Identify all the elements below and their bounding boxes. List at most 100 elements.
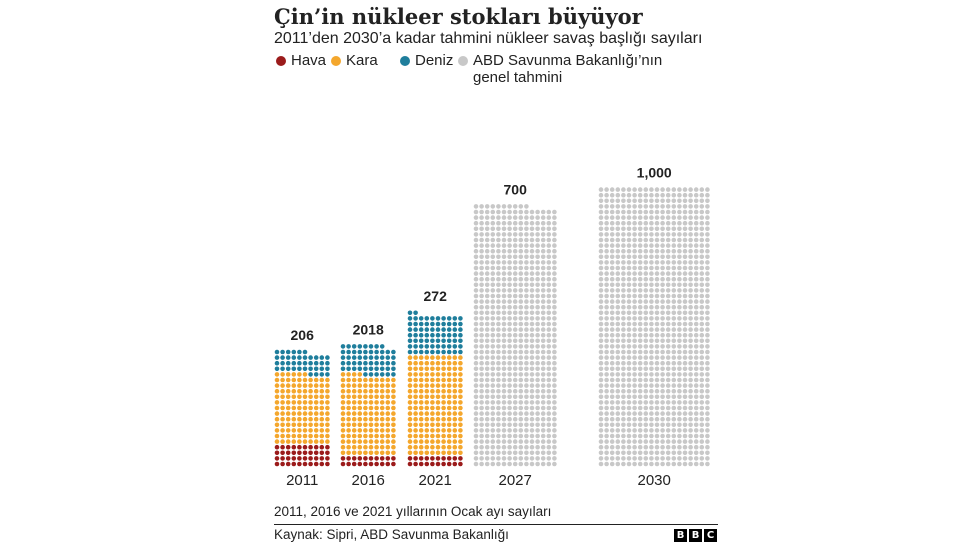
dot-abd: [552, 299, 557, 304]
dot-kara: [430, 444, 435, 450]
dot-abd: [688, 204, 693, 209]
dot-kara: [363, 433, 368, 439]
dot-hava: [280, 456, 285, 461]
dot-abd: [552, 344, 557, 349]
dot-abd: [484, 248, 490, 254]
dot-abd: [688, 388, 693, 394]
dot-kara: [452, 355, 458, 360]
dot-abd: [501, 394, 507, 400]
dot-kara: [441, 394, 446, 400]
dot-kara: [452, 416, 458, 422]
dot-abd: [621, 220, 626, 226]
dot-kara: [418, 400, 424, 405]
dot-abd: [609, 366, 615, 372]
dot-abd: [479, 293, 484, 299]
dot-kara: [325, 405, 330, 411]
dot-kara: [418, 411, 424, 416]
dot-abd: [660, 215, 665, 220]
dot-hava: [297, 444, 302, 450]
dot-abd: [609, 450, 615, 456]
dot-abd: [671, 204, 677, 209]
dot-abd: [479, 332, 484, 338]
dot-abd: [524, 316, 529, 321]
dot-abd: [604, 461, 609, 467]
dot-kara: [441, 383, 446, 388]
dot-abd: [626, 288, 632, 293]
dot-abd: [688, 215, 693, 220]
dot-abd: [632, 377, 637, 383]
dot-abd: [535, 400, 540, 405]
dot-hava: [363, 456, 368, 461]
dot-hava: [391, 456, 396, 461]
footer-divider: [274, 524, 718, 525]
dot-abd: [693, 304, 699, 310]
dot-abd: [677, 215, 682, 220]
dot-abd: [524, 388, 529, 394]
dot-abd: [693, 237, 699, 243]
dot-kara: [308, 422, 313, 428]
dot-abd: [665, 260, 671, 265]
dot-abd: [507, 299, 512, 304]
dot-deniz: [280, 360, 285, 366]
dot-deniz: [280, 366, 285, 372]
dot-abd: [677, 366, 682, 372]
dot-abd: [665, 332, 671, 338]
dot-abd: [699, 461, 705, 467]
dot-kara: [446, 416, 452, 422]
dot-kara: [291, 405, 297, 411]
dot-abd: [484, 209, 490, 215]
dot-abd: [693, 293, 699, 299]
dot-abd: [699, 220, 705, 226]
dot-abd: [609, 338, 615, 344]
dot-abd: [512, 243, 518, 248]
dot-abd: [705, 433, 710, 439]
dot-abd: [604, 310, 609, 316]
dot-abd: [501, 428, 507, 433]
dot-abd: [621, 316, 626, 321]
dot-abd: [671, 400, 677, 405]
dot-deniz: [319, 355, 325, 360]
dot-abd: [643, 461, 649, 467]
dot-abd: [632, 416, 637, 422]
dot-abd: [512, 439, 518, 444]
dot-kara: [379, 383, 385, 388]
dot-abd: [626, 461, 632, 467]
dot-abd: [649, 366, 654, 372]
dot-abd: [637, 310, 643, 316]
dot-abd: [665, 243, 671, 248]
dot-abd: [484, 372, 490, 377]
dot-abd: [682, 327, 688, 332]
dot-hava: [325, 461, 330, 467]
dot-abd: [637, 226, 643, 232]
dot-deniz: [313, 366, 319, 372]
dot-abd: [615, 360, 621, 366]
dot-abd: [615, 400, 621, 405]
dot-abd: [615, 355, 621, 360]
dot-abd: [484, 377, 490, 383]
dot-abd: [626, 377, 632, 383]
dot-kara: [351, 405, 357, 411]
dot-abd: [626, 433, 632, 439]
dot-abd: [665, 209, 671, 215]
dot-abd: [552, 260, 557, 265]
dot-abd: [693, 271, 699, 276]
dot-abd: [518, 416, 524, 422]
dot-abd: [649, 192, 654, 198]
dot-kara: [351, 428, 357, 433]
dot-abd: [688, 433, 693, 439]
dot-abd: [615, 198, 621, 204]
dot-abd: [473, 254, 479, 260]
dot-abd: [621, 204, 626, 209]
dot-kara: [374, 422, 379, 428]
dot-abd: [524, 332, 529, 338]
dot-abd: [665, 198, 671, 204]
dot-abd: [479, 282, 484, 288]
dot-abd: [479, 377, 484, 383]
total-label: 272: [424, 288, 448, 304]
dot-abd: [671, 360, 677, 366]
dot-abd: [604, 450, 609, 456]
x-tick-label: 2021: [419, 472, 452, 489]
dot-abd: [479, 400, 484, 405]
dot-deniz: [435, 321, 441, 327]
dot-abd: [540, 416, 546, 422]
